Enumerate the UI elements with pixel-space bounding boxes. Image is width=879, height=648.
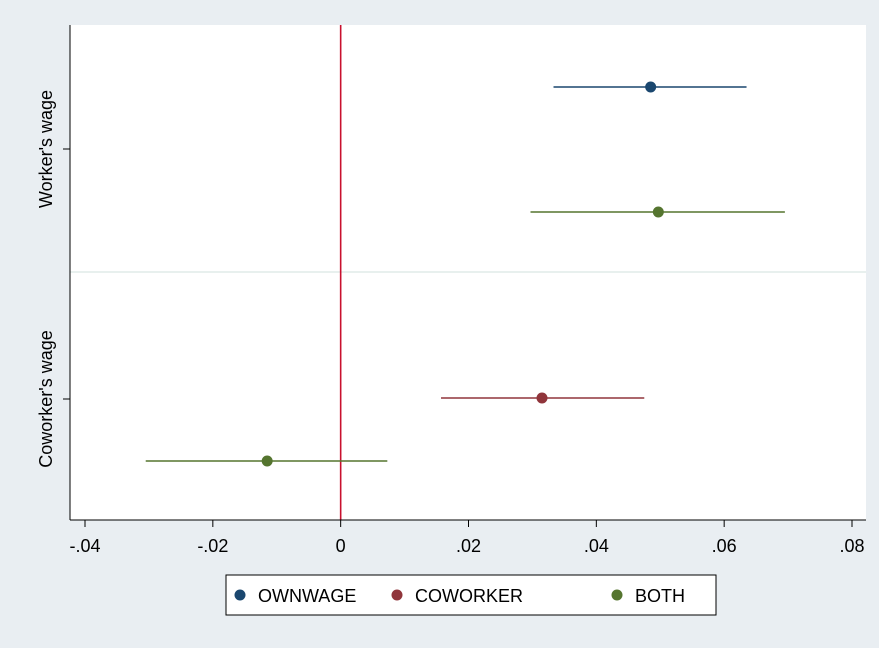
legend-marker-ownwage bbox=[234, 589, 246, 601]
legend-label-coworker: COWORKER bbox=[415, 586, 523, 606]
legend-box bbox=[225, 574, 717, 616]
y-group-label-worker-s-wage: Worker's wage bbox=[36, 90, 56, 208]
x-tick-label: .06 bbox=[712, 536, 737, 556]
point-both-worker-s-wage bbox=[652, 206, 664, 218]
x-tick-label: .04 bbox=[584, 536, 609, 556]
legend-marker-both bbox=[611, 589, 623, 601]
y-group-label-coworker-s-wage: Coworker's wage bbox=[36, 330, 56, 468]
x-tick-label: -.04 bbox=[69, 536, 100, 556]
x-tick-label: 0 bbox=[336, 536, 346, 556]
point-both-coworker-s-wage bbox=[261, 455, 273, 467]
legend-marker-coworker bbox=[391, 589, 403, 601]
x-tick-label: .08 bbox=[839, 536, 864, 556]
point-ownwage-worker-s-wage bbox=[645, 81, 657, 93]
legend-label-both: BOTH bbox=[635, 586, 685, 606]
x-tick-label: -.02 bbox=[197, 536, 228, 556]
legend-label-ownwage: OWNWAGE bbox=[258, 586, 356, 606]
x-tick-label: .02 bbox=[456, 536, 481, 556]
point-coworker-coworker-s-wage bbox=[536, 392, 548, 404]
